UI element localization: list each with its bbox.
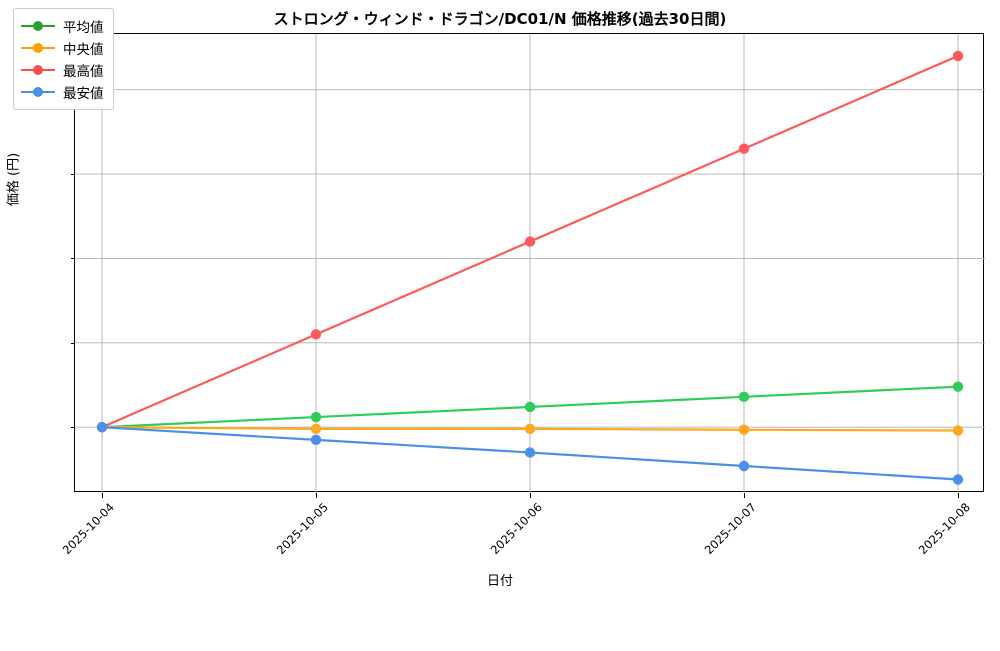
y-tick-mark	[70, 258, 75, 260]
legend-marker-icon	[21, 85, 55, 99]
legend-label: 平均値	[63, 20, 104, 36]
plot-area	[70, 33, 985, 498]
data-point	[310, 423, 322, 435]
x-tick-mark	[102, 493, 103, 498]
y-axis-title: 価格 (円)	[6, 152, 22, 207]
data-point	[524, 447, 536, 458]
legend-marker-icon	[21, 63, 55, 77]
legend-dot	[33, 21, 43, 31]
x-axis-title: 日付	[486, 574, 513, 589]
data-series-layer	[96, 50, 964, 485]
chart-figure: ストロング・ウィンド・ドラゴン/DC01/N 価格推移(過去30日間) 価格 (…	[6, 8, 985, 589]
legend-item-0[interactable]: 平均値	[21, 15, 104, 37]
data-point	[738, 460, 750, 472]
data-point	[952, 50, 964, 62]
x-tick-mark	[958, 493, 959, 498]
legend-dot	[33, 65, 43, 75]
legend-dot	[33, 87, 43, 97]
x-tick-mark	[530, 493, 531, 498]
data-point	[96, 421, 108, 433]
data-point	[952, 425, 964, 436]
chart-title: ストロング・ウィンド・ドラゴン/DC01/N 価格推移(過去30日間)	[273, 10, 727, 28]
legend-marker-icon	[21, 41, 55, 55]
data-point	[524, 236, 536, 247]
y-tick-mark	[70, 427, 75, 429]
data-point	[738, 143, 750, 154]
y-tick-mark	[70, 174, 75, 176]
data-point	[952, 381, 964, 392]
chart-legend: 平均値中央値最高値最安値	[13, 8, 114, 110]
data-point	[310, 329, 322, 340]
gridlines	[75, 34, 985, 493]
data-point	[738, 391, 750, 403]
data-point	[310, 411, 322, 423]
x-tick-mark	[316, 493, 317, 498]
data-point	[524, 401, 536, 413]
legend-item-2[interactable]: 最高値	[21, 59, 104, 81]
data-point	[952, 474, 964, 485]
legend-label: 最安値	[63, 86, 104, 102]
data-point	[310, 434, 322, 446]
x-tick-mark	[744, 493, 745, 498]
legend-item-3[interactable]: 最安値	[21, 81, 104, 103]
legend-dot	[33, 43, 43, 53]
plot-canvas	[75, 34, 985, 493]
legend-label: 中央値	[63, 42, 104, 58]
y-tick-mark	[70, 342, 75, 344]
legend-marker-icon	[21, 19, 55, 33]
legend-item-1[interactable]: 中央値	[21, 37, 104, 59]
data-point	[738, 424, 750, 435]
legend-label: 最高値	[63, 64, 104, 80]
data-point	[524, 423, 536, 435]
